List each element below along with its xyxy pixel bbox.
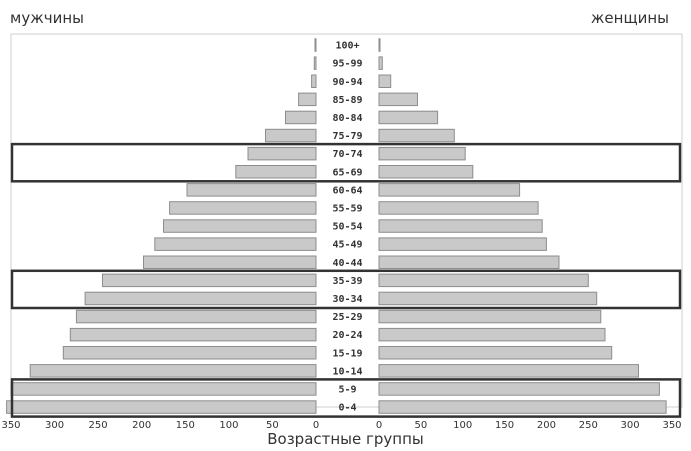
highlight-frame-5-9_0-4 — [10, 378, 682, 418]
women-bar-75-79 — [378, 128, 455, 143]
men-bar-85-89 — [298, 92, 317, 107]
x-axis-title: Возрастные группы — [267, 430, 424, 448]
women-bar-25-29 — [378, 309, 602, 324]
women-bar-95-99 — [378, 56, 383, 70]
men-label: мужчины — [10, 9, 84, 27]
men-bar-25-29 — [75, 309, 317, 324]
women-axis-ticks: 0 50 100 150 200 250 300 350 — [376, 420, 682, 431]
women-bar-40-44 — [378, 255, 560, 269]
plot-frame — [10, 33, 683, 408]
men-axis-ticks: 350 300 250 200 150 100 50 0 — [1, 420, 319, 431]
men-bar-90-94 — [311, 74, 317, 88]
women-tick-50: 50 — [415, 420, 428, 431]
women-bar-5-9 — [378, 382, 660, 396]
men-bar-65-69 — [235, 165, 317, 179]
men-bar-10-14 — [29, 364, 317, 378]
women-bar-35-39 — [378, 273, 589, 288]
age-label-95-99: 95-99 — [332, 59, 362, 70]
age-label-80-84: 80-84 — [332, 113, 362, 124]
women-tick-350: 350 — [662, 420, 681, 431]
men-bar-60-64 — [186, 183, 317, 197]
men-tick-50: 50 — [266, 420, 279, 431]
women-bar-70-74 — [378, 146, 466, 161]
men-tick-200: 200 — [132, 420, 151, 431]
age-label-100+: 100+ — [335, 41, 359, 52]
highlight-frames — [10, 142, 682, 418]
highlight-frame-70-74_65-69 — [10, 142, 682, 183]
women-bars — [378, 38, 667, 414]
men-tick-250: 250 — [89, 420, 108, 431]
women-label: женщины — [590, 9, 669, 27]
women-tick-300: 300 — [621, 420, 640, 431]
women-bar-65-69 — [378, 165, 474, 179]
age-label-5-9: 5-9 — [338, 385, 356, 396]
women-bar-15-19 — [378, 346, 613, 360]
age-label-75-79: 75-79 — [332, 131, 362, 142]
men-bar-55-59 — [169, 201, 317, 215]
age-label-70-74: 70-74 — [332, 149, 362, 160]
women-tick-200: 200 — [537, 420, 556, 431]
age-label-30-34: 30-34 — [332, 294, 362, 305]
men-bar-0-4 — [6, 400, 317, 414]
men-bar-35-39 — [102, 273, 317, 288]
age-label-55-59: 55-59 — [332, 204, 362, 215]
highlight-frame-35-39_30-34 — [10, 269, 682, 310]
age-label-50-54: 50-54 — [332, 222, 362, 233]
age-label-60-64: 60-64 — [332, 185, 362, 196]
men-tick-150: 150 — [176, 420, 195, 431]
age-label-65-69: 65-69 — [332, 167, 362, 178]
women-bar-100+ — [378, 38, 381, 52]
men-tick-100: 100 — [219, 420, 238, 431]
age-label-15-19: 15-19 — [332, 348, 362, 359]
women-tick-0: 0 — [376, 420, 382, 431]
age-label-85-89: 85-89 — [332, 95, 362, 106]
women-bar-90-94 — [378, 74, 392, 88]
men-bar-20-24 — [69, 327, 317, 342]
women-bar-50-54 — [378, 219, 543, 233]
women-tick-100: 100 — [453, 420, 472, 431]
women-tick-150: 150 — [495, 420, 514, 431]
men-tick-0: 0 — [313, 420, 319, 431]
men-bar-45-49 — [154, 237, 317, 251]
men-bar-95-99 — [313, 56, 317, 70]
men-bar-40-44 — [143, 255, 317, 269]
age-label-20-24: 20-24 — [332, 330, 362, 341]
women-bar-55-59 — [378, 201, 539, 215]
age-label-35-39: 35-39 — [332, 276, 362, 287]
men-bar-70-74 — [247, 146, 317, 161]
men-bar-100+ — [314, 38, 317, 52]
women-bar-60-64 — [378, 183, 521, 197]
men-bar-30-34 — [84, 291, 317, 306]
men-tick-300: 300 — [45, 420, 64, 431]
men-bar-15-19 — [62, 346, 317, 360]
men-bar-75-79 — [265, 128, 317, 143]
women-bar-20-24 — [378, 327, 606, 342]
women-bar-45-49 — [378, 237, 547, 251]
women-bar-30-34 — [378, 291, 598, 306]
men-bar-80-84 — [285, 110, 317, 125]
women-bar-85-89 — [378, 92, 418, 107]
age-label-40-44: 40-44 — [332, 258, 362, 269]
women-bar-0-4 — [378, 400, 667, 414]
age-labels: 100+ 95-99 90-94 85-89 80-84 75-79 70-74 65-69 6… — [332, 41, 362, 414]
men-tick-350: 350 — [1, 420, 20, 431]
age-label-25-29: 25-29 — [332, 312, 362, 323]
age-label-10-14: 10-14 — [332, 366, 362, 377]
age-label-90-94: 90-94 — [332, 77, 362, 88]
men-bar-5-9 — [10, 382, 317, 396]
women-bar-10-14 — [378, 364, 639, 378]
men-bars — [6, 38, 317, 414]
age-label-0-4: 0-4 — [338, 403, 356, 414]
women-bar-80-84 — [378, 110, 439, 125]
age-label-45-49: 45-49 — [332, 240, 362, 251]
men-bar-50-54 — [163, 219, 317, 233]
women-tick-250: 250 — [579, 420, 598, 431]
